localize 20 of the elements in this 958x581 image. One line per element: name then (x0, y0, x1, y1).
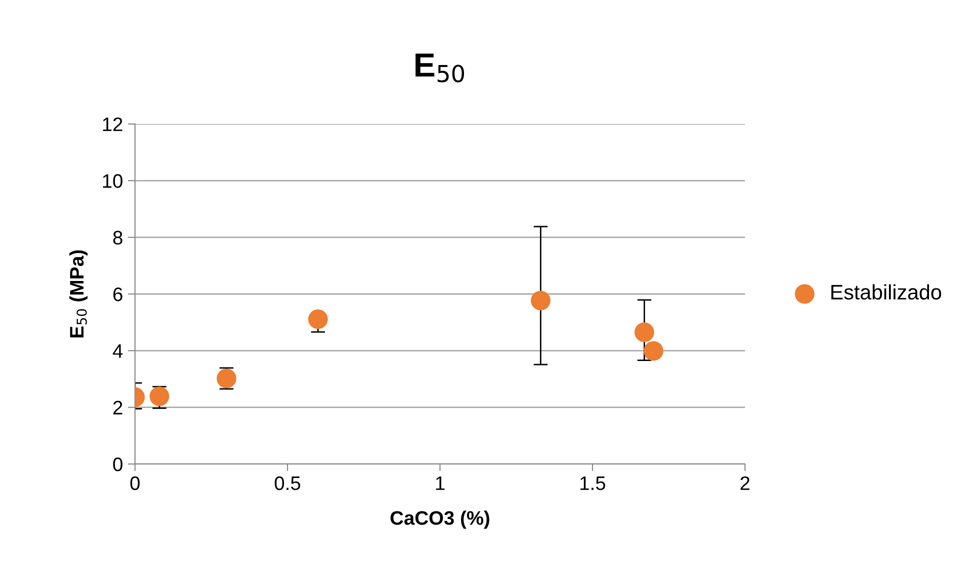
point (530, 290, 550, 310)
y-tick-label: 10 (103, 174, 122, 188)
chart-title: E$_{50}$ (416, 54, 464, 82)
x-tick-label: 0 (130, 476, 140, 490)
point (644, 341, 664, 361)
y-axis-title: E$_{50}$ (MPa) (69, 250, 88, 338)
x-tick-label: 0.5 (274, 476, 300, 490)
x-tick-label: 1 (436, 476, 444, 490)
y-tick-label: 0 (113, 457, 122, 472)
y-tick-label: 2 (113, 400, 122, 414)
x-axis-title: CaCO3 (%) (390, 510, 490, 529)
point (634, 322, 654, 342)
point (308, 309, 328, 330)
y-tick-label: 8 (113, 230, 122, 245)
y-tick-label: 6 (113, 287, 122, 302)
y-tick-label: 12 (103, 117, 122, 132)
legend-label: Estabilizado (831, 284, 942, 300)
y-tick-label: 4 (112, 344, 123, 358)
x-tick-label: 2 (740, 476, 750, 490)
x-tick-label: 1.5 (580, 476, 606, 490)
